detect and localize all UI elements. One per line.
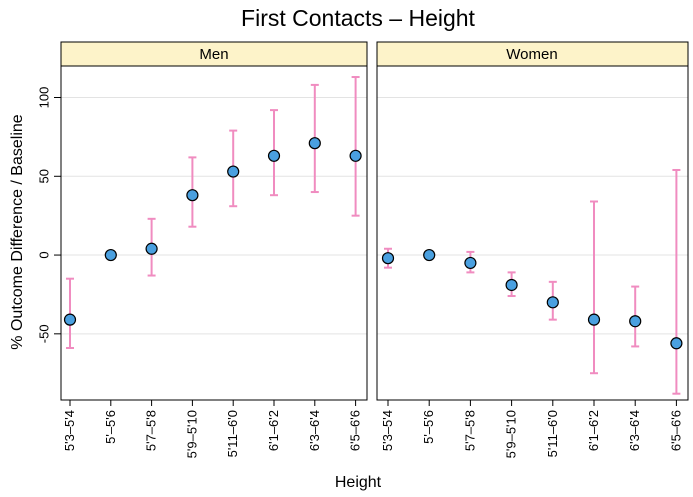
panel-women: Women: [376, 41, 689, 401]
panel-men: Men: [60, 41, 368, 401]
x-tick-label: 6'3–6'4: [627, 410, 642, 451]
x-tick-label: 5'11–6'0: [545, 410, 560, 457]
y-tick-label: 0: [36, 251, 51, 258]
data-point: [186, 189, 199, 202]
y-tick-label: -50: [36, 324, 51, 343]
data-point: [629, 315, 642, 328]
x-tick-label: 6'1–6'2: [586, 410, 601, 451]
data-point: [505, 278, 518, 292]
strip-men: [60, 41, 368, 67]
y-tick-label: 100: [36, 87, 51, 109]
plot-frame-men: [60, 65, 368, 401]
x-tick-label: 5'9–5'10: [504, 410, 519, 458]
strip-label-men: Men: [199, 46, 228, 63]
data-point: [423, 248, 436, 262]
x-tick-label: 6'1–6'2: [266, 410, 281, 451]
plot-frame-women: [376, 65, 689, 401]
x-tick-label: 5'9–5'10: [184, 410, 199, 458]
data-point: [349, 149, 362, 162]
x-tick-label: 5'3–5'4: [62, 410, 77, 451]
data-point: [104, 248, 117, 262]
y-tick-label: 50: [36, 169, 51, 183]
data-point: [227, 165, 240, 178]
x-tick-label: 5'–5'6: [103, 410, 118, 444]
x-axis: 5'3–5'4 5'–5'6 5'7–5'8 5'9–5'10 5'11–6'0 6'1–…: [62, 400, 683, 458]
x-tick-label: 5'3–5'4: [380, 410, 395, 451]
x-tick-label: 5'7–5'8: [144, 410, 159, 451]
data-point: [145, 242, 158, 255]
chart-title: First Contacts – Height: [241, 5, 476, 31]
data-point: [63, 313, 77, 326]
data-point: [267, 149, 281, 162]
x-tick-label: 5'–5'6: [421, 410, 436, 444]
data-point: [381, 252, 395, 265]
y-axis: -50 0 50 100: [36, 87, 61, 343]
data-point: [587, 313, 601, 326]
data-point: [308, 137, 321, 150]
x-tick-label: 6'3–6'4: [307, 410, 322, 451]
data-point: [546, 296, 559, 309]
x-axis-label: Height: [335, 474, 382, 491]
x-tick-label: 6'5–6'6: [668, 410, 683, 451]
y-axis-label: % Outcome Difference / Baseline: [9, 114, 26, 349]
strip-label-women: Women: [506, 46, 557, 63]
data-point: [464, 256, 477, 270]
x-tick-label: 5'11–6'0: [225, 410, 240, 457]
x-tick-label: 5'7–5'8: [462, 410, 477, 451]
data-point: [670, 337, 683, 350]
x-tick-label: 6'5–6'6: [348, 410, 363, 451]
